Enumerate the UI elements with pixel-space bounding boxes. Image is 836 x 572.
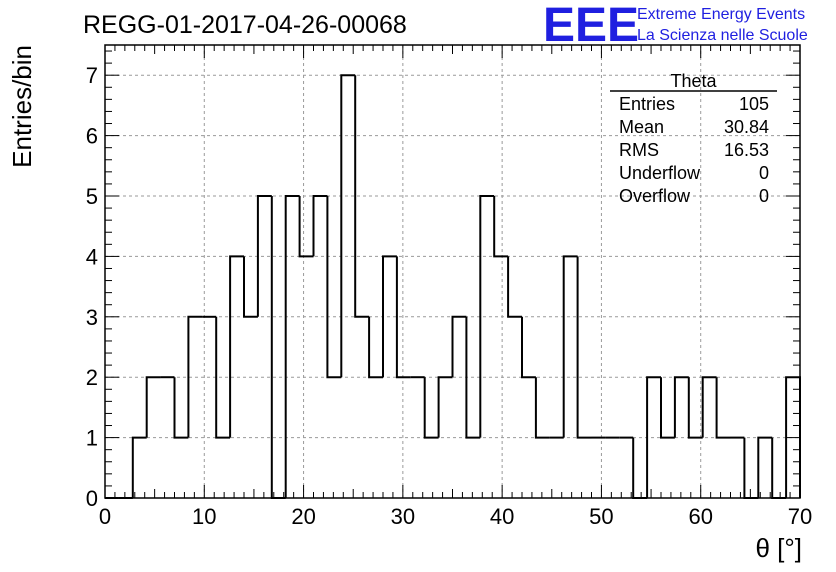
histogram-bin xyxy=(243,256,258,318)
histogram-bin xyxy=(270,196,286,499)
histogram-bin xyxy=(256,195,272,317)
x-tick-labels: 0 10 20 30 40 50 60 70 xyxy=(99,504,812,529)
stats-value: 0 xyxy=(759,163,769,183)
histogram-bin xyxy=(326,196,342,379)
histogram-bin xyxy=(687,377,703,439)
histogram-bars xyxy=(105,74,801,499)
y-tick-label: 5 xyxy=(86,184,98,209)
stats-label: RMS xyxy=(619,140,659,160)
x-tick-label: 50 xyxy=(589,504,613,529)
chart-title: REGG-01-2017-04-26-00068 xyxy=(83,11,407,39)
histogram-bin xyxy=(437,376,453,438)
axis-ticks xyxy=(104,45,801,499)
histogram-bin xyxy=(145,376,161,438)
x-tick-label: 20 xyxy=(291,504,315,529)
stats-value: 30.84 xyxy=(724,117,769,137)
histogram-bin xyxy=(395,256,411,379)
histogram-bin xyxy=(451,315,467,378)
y-tick-label: 7 xyxy=(86,63,98,88)
histogram-bin xyxy=(479,195,495,438)
x-tick-label: 0 xyxy=(99,504,111,529)
x-tick-label: 40 xyxy=(490,504,514,529)
stats-label: Underflow xyxy=(619,163,701,183)
y-tick-label: 1 xyxy=(86,426,98,451)
stats-title: Theta xyxy=(670,71,717,91)
plot-frame xyxy=(104,44,801,499)
eee-logo-line1: Extreme Energy Events xyxy=(637,6,805,23)
histogram-bin xyxy=(715,377,731,439)
histogram-bin xyxy=(507,256,522,318)
stats-value: 0 xyxy=(759,186,769,206)
histogram-bin xyxy=(646,376,661,498)
histogram-bin xyxy=(215,316,231,439)
histogram-bin xyxy=(312,195,328,257)
x-tick-label: 10 xyxy=(192,504,216,529)
x-tick-label: 30 xyxy=(391,504,415,529)
y-tick-label: 4 xyxy=(86,244,98,269)
y-tick-label: 2 xyxy=(86,365,98,390)
histogram-bin xyxy=(493,196,509,258)
histogram-bin xyxy=(521,316,536,379)
histogram-bin xyxy=(368,316,383,379)
eee-logo-mark: EEE xyxy=(543,0,639,52)
histogram-bin xyxy=(382,255,397,378)
stats-value: 105 xyxy=(739,94,769,114)
histogram-bin xyxy=(673,376,689,438)
y-tick-label: 0 xyxy=(86,486,98,511)
stats-label: Mean xyxy=(619,117,664,137)
histogram-bin xyxy=(632,437,648,499)
eee-logo: EEE Extreme Energy Events La Scienza nel… xyxy=(543,0,808,52)
x-tick-label: 60 xyxy=(688,504,712,529)
histogram-bin xyxy=(284,195,300,498)
stats-value: 16.53 xyxy=(724,140,769,160)
histogram-bin xyxy=(354,75,370,318)
eee-logo-line2: La Scienza nelle Scuole xyxy=(637,27,808,44)
y-tick-label: 6 xyxy=(86,124,98,149)
histogram-bin xyxy=(660,377,675,439)
histogram-bin xyxy=(771,437,787,499)
histogram-bin xyxy=(701,376,717,438)
x-axis-label: θ [°] xyxy=(755,533,802,563)
histogram-bin xyxy=(743,437,759,499)
stats-label: Entries xyxy=(619,94,675,114)
histogram-bin xyxy=(534,377,550,439)
x-tick-label: 70 xyxy=(788,504,812,529)
y-tick-label: 3 xyxy=(86,305,98,330)
y-axis-label: Entries/bin xyxy=(7,45,37,168)
histogram-bin xyxy=(423,377,439,439)
histogram-bin xyxy=(298,196,314,258)
stats-box: Theta Entries 105 Mean 30.84 RMS 16.53 Underflo… xyxy=(610,71,777,206)
grid-lines xyxy=(105,45,800,498)
histogram-bin xyxy=(576,256,592,439)
y-tick-labels: 0 1 2 3 4 5 6 7 xyxy=(86,63,98,511)
histogram-bin xyxy=(173,377,189,439)
histogram-bin xyxy=(562,255,578,438)
stats-label: Overflow xyxy=(619,186,691,206)
histogram-bin xyxy=(229,255,244,438)
histogram-bin xyxy=(340,74,356,378)
histogram-bin xyxy=(131,436,147,498)
histogram-bin xyxy=(757,436,773,498)
histogram-bin xyxy=(465,316,481,439)
histogram-bin xyxy=(187,315,203,438)
